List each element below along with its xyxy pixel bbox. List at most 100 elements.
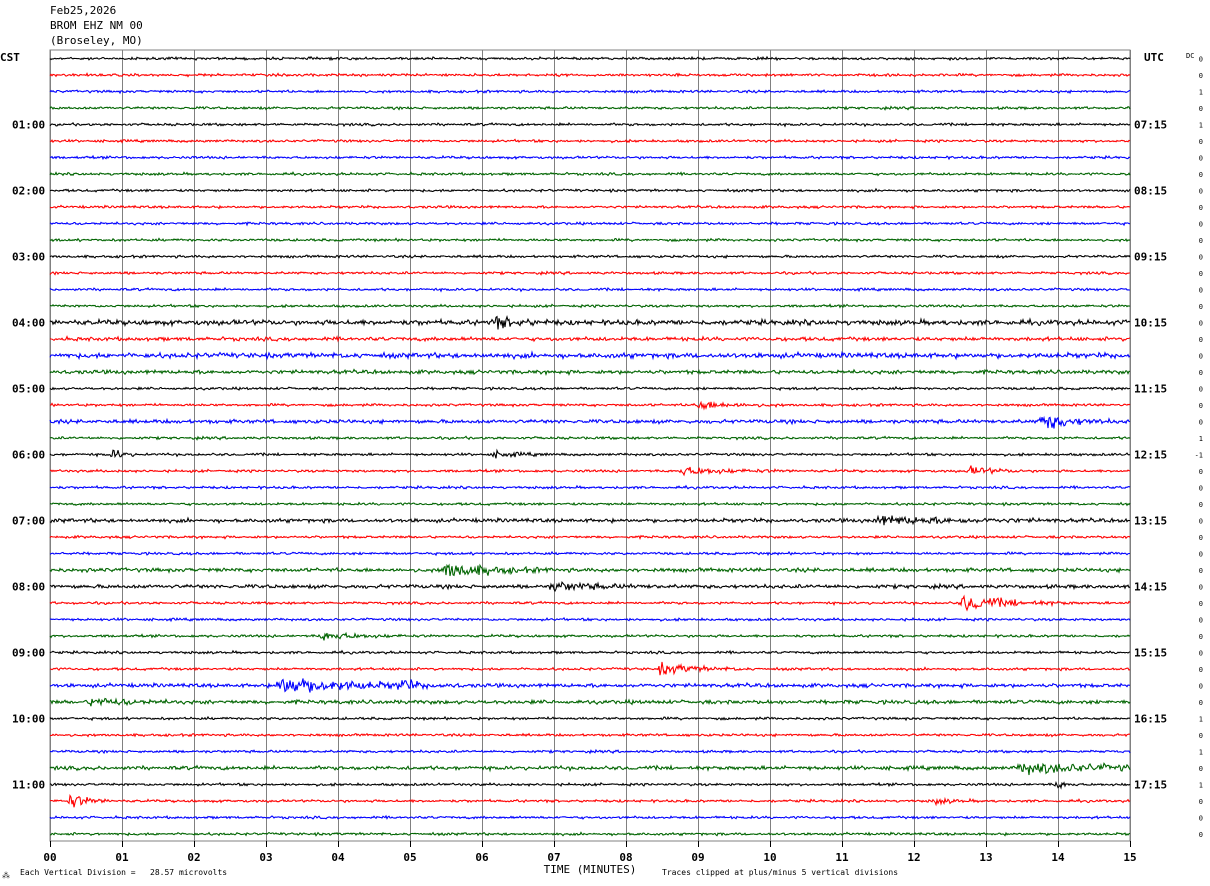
trace-row (49, 465, 1131, 477)
dc-offset-value: 0 (1199, 336, 1203, 344)
trace-row (49, 72, 1131, 78)
trace-row (49, 563, 1131, 577)
dc-offset-value: 0 (1199, 72, 1203, 80)
trace-row (49, 678, 1131, 693)
trace-row (49, 171, 1131, 177)
trace-row (49, 501, 1131, 507)
x-tick-label: 10 (763, 851, 776, 864)
dc-offset-value: 0 (1199, 650, 1203, 658)
left-time-label: 02:00 (12, 185, 45, 198)
left-time-label: 07:00 (12, 515, 45, 528)
right-time-label: 17:15 (1134, 779, 1167, 792)
plot-frame (49, 49, 1131, 842)
trace-row (49, 550, 1130, 557)
dc-offset-value: 1 (1199, 749, 1203, 757)
right-time-label: 13:15 (1134, 515, 1167, 528)
left-time-label: 11:00 (12, 779, 45, 792)
trace-row (49, 154, 1131, 161)
trace-row (49, 121, 1131, 128)
dc-offset-value: 1 (1199, 122, 1203, 130)
trace-row (49, 697, 1131, 707)
trace-row (49, 138, 1131, 144)
trace-row (49, 661, 1131, 676)
trace-row (49, 534, 1131, 541)
corner-mark: ⁂ (2, 871, 10, 880)
dc-offset-value: 0 (1199, 831, 1203, 839)
trace-row (49, 580, 1131, 593)
dc-offset-value: 0 (1199, 303, 1203, 311)
dc-offset-value: 0 (1199, 815, 1203, 823)
dc-offset-value: 0 (1199, 798, 1203, 806)
left-time-label: 05:00 (12, 383, 45, 396)
trace-row (49, 780, 1131, 790)
x-tick-label: 00 (43, 851, 56, 864)
dc-offset-value: 0 (1199, 254, 1203, 262)
dc-offset-value: 0 (1199, 468, 1203, 476)
dc-offset-value: 0 (1199, 270, 1203, 278)
grid (49, 49, 1131, 847)
trace-row (49, 794, 1131, 808)
dc-offset-value: 0 (1199, 699, 1203, 707)
left-time-label: 03:00 (12, 251, 45, 264)
dc-offset-value: 0 (1199, 765, 1203, 773)
right-timezone-label: UTC (1144, 51, 1164, 64)
left-time-label: 04:00 (12, 317, 45, 330)
dc-offset-value: 0 (1199, 402, 1203, 410)
trace-row (49, 237, 1131, 243)
x-tick-label: 03 (259, 851, 272, 864)
dc-offset-value: 0 (1199, 419, 1203, 427)
dc-offset-value: 0 (1199, 600, 1203, 608)
dc-offset-value: 0 (1199, 518, 1203, 526)
trace-row (49, 221, 1131, 227)
trace-row (50, 831, 1131, 837)
dc-offset-value: 0 (1199, 56, 1203, 64)
trace-row (49, 89, 1131, 95)
dc-offset-value: 0 (1199, 666, 1203, 674)
dc-header-label: DC (1186, 52, 1194, 60)
trace-row (49, 368, 1131, 377)
trace-row (49, 204, 1131, 210)
dc-offset-value: 0 (1199, 386, 1203, 394)
trace-row (49, 649, 1131, 655)
right-time-label: 14:15 (1134, 581, 1167, 594)
trace-row (49, 715, 1131, 722)
trace-row (49, 270, 1130, 276)
trace-row (49, 415, 1131, 429)
right-time-label: 07:15 (1134, 119, 1167, 132)
dc-offset-value: 0 (1199, 485, 1203, 493)
trace-row (49, 732, 1131, 738)
dc-offset-value: -1 (1195, 452, 1203, 460)
right-time-label: 15:15 (1134, 647, 1167, 660)
trace-row (49, 484, 1131, 491)
dc-offset-value: 0 (1199, 633, 1203, 641)
x-tick-label: 02 (187, 851, 200, 864)
x-tick-label: 14 (1051, 851, 1065, 864)
right-time-label: 12:15 (1134, 449, 1167, 462)
x-tick-label: 01 (115, 851, 129, 864)
x-tick-label: 13 (979, 851, 992, 864)
x-tick-label: 07 (547, 851, 560, 864)
trace-row (49, 335, 1131, 343)
x-tick-label: 04 (331, 851, 345, 864)
dc-offset-value: 0 (1199, 501, 1203, 509)
trace-row (49, 448, 1131, 459)
trace-row (49, 814, 1131, 820)
dc-offset-value: 1 (1199, 716, 1203, 724)
left-time-label: 08:00 (12, 581, 45, 594)
right-time-label: 08:15 (1134, 185, 1167, 198)
trace-row (49, 514, 1131, 526)
x-tick-label: 09 (691, 851, 704, 864)
dc-offset-value: 0 (1199, 732, 1203, 740)
x-tick-label: 05 (403, 851, 416, 864)
dc-offset-value: 1 (1199, 435, 1203, 443)
dc-offset-value: 0 (1199, 320, 1203, 328)
trace-row (49, 594, 1131, 612)
left-timezone-label: CST (0, 51, 20, 64)
trace-row (49, 435, 1131, 441)
trace-row (49, 631, 1131, 641)
trace-row (49, 105, 1131, 111)
trace-row (49, 616, 1131, 623)
dc-offset-value: 0 (1199, 204, 1203, 212)
dc-offset-value: 0 (1199, 105, 1203, 113)
trace-layer (49, 55, 1131, 837)
